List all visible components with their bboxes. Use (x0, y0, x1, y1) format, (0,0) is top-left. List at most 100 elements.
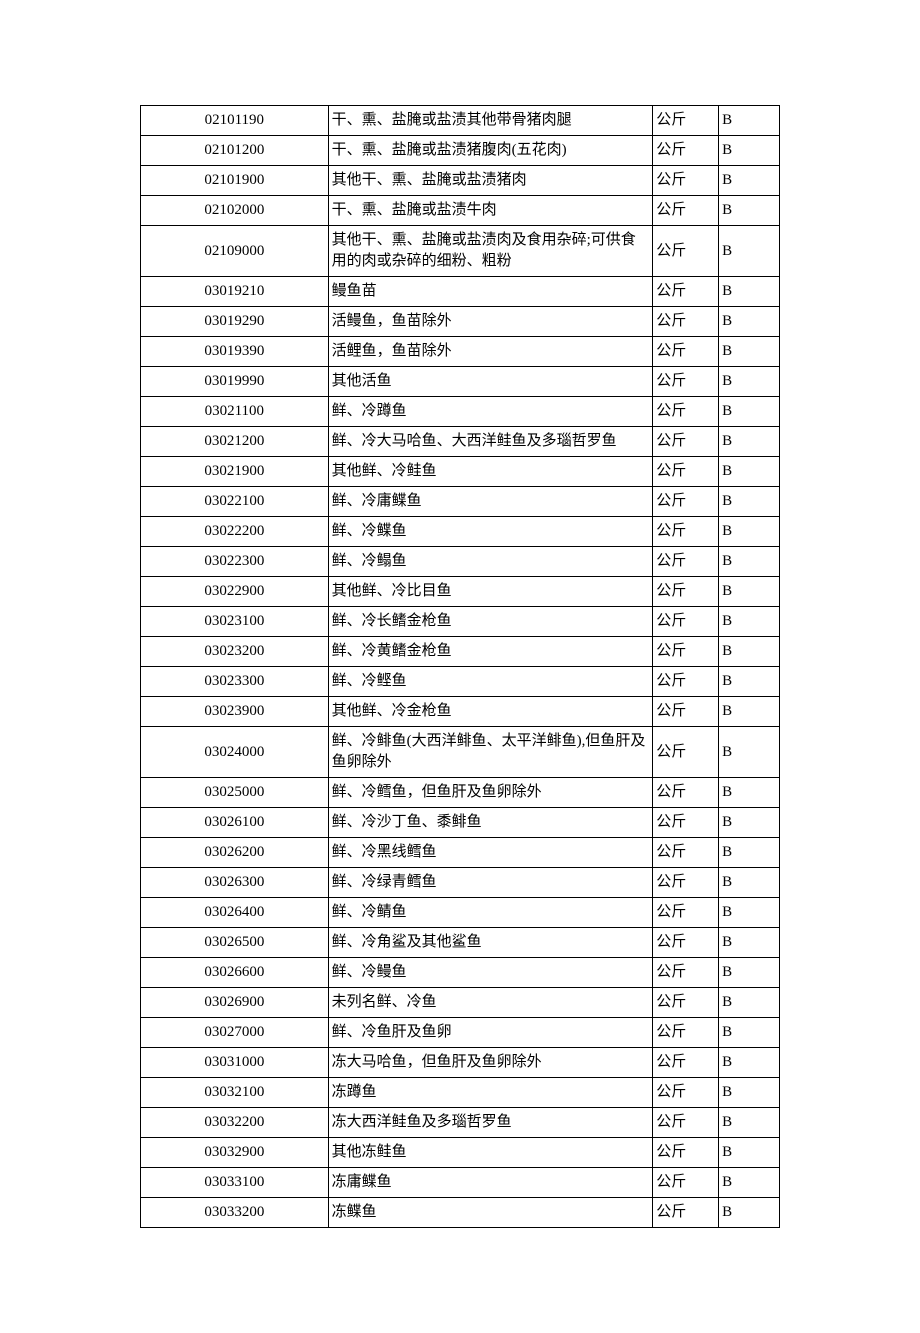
table-row: 03026500鲜、冷角鲨及其他鲨鱼公斤B (141, 928, 780, 958)
table-row: 03019210鳗鱼苗公斤B (141, 277, 780, 307)
cell-unit: 公斤 (653, 487, 719, 517)
cell-category: B (719, 277, 780, 307)
cell-code: 03026300 (141, 868, 329, 898)
cell-code: 03022200 (141, 517, 329, 547)
cell-category: B (719, 607, 780, 637)
cell-description: 冻大西洋鲑鱼及多瑙哲罗鱼 (328, 1108, 653, 1138)
cell-code: 02109000 (141, 226, 329, 277)
cell-category: B (719, 397, 780, 427)
cell-code: 03023100 (141, 607, 329, 637)
cell-unit: 公斤 (653, 868, 719, 898)
cell-code: 03026500 (141, 928, 329, 958)
cell-unit: 公斤 (653, 397, 719, 427)
cell-unit: 公斤 (653, 838, 719, 868)
cell-unit: 公斤 (653, 1048, 719, 1078)
cell-unit: 公斤 (653, 1198, 719, 1228)
cell-description: 冻庸鲽鱼 (328, 1168, 653, 1198)
table-row: 03026600鲜、冷鳗鱼公斤B (141, 958, 780, 988)
cell-description: 鲜、冷鳕鱼，但鱼肝及鱼卵除外 (328, 778, 653, 808)
table-row: 03032200冻大西洋鲑鱼及多瑙哲罗鱼公斤B (141, 1108, 780, 1138)
table-row: 03026400鲜、冷鲭鱼公斤B (141, 898, 780, 928)
table-row: 03031000冻大马哈鱼，但鱼肝及鱼卵除外公斤B (141, 1048, 780, 1078)
cell-category: B (719, 868, 780, 898)
cell-code: 03022900 (141, 577, 329, 607)
cell-code: 03032100 (141, 1078, 329, 1108)
table-row: 03023200鲜、冷黄鳍金枪鱼公斤B (141, 637, 780, 667)
cell-code: 03023200 (141, 637, 329, 667)
table-row: 03022100鲜、冷庸鲽鱼公斤B (141, 487, 780, 517)
cell-description: 鲜、冷鲱鱼(大西洋鲱鱼、太平洋鲱鱼),但鱼肝及鱼卵除外 (328, 727, 653, 778)
cell-category: B (719, 427, 780, 457)
table-row: 03019390活鲤鱼，鱼苗除外公斤B (141, 337, 780, 367)
cell-description: 其他冻鲑鱼 (328, 1138, 653, 1168)
cell-description: 鲜、冷沙丁鱼、黍鲱鱼 (328, 808, 653, 838)
cell-description: 其他鲜、冷比目鱼 (328, 577, 653, 607)
cell-description: 鲜、冷鱼肝及鱼卵 (328, 1018, 653, 1048)
table-row: 03025000鲜、冷鳕鱼，但鱼肝及鱼卵除外公斤B (141, 778, 780, 808)
cell-category: B (719, 577, 780, 607)
cell-unit: 公斤 (653, 1018, 719, 1048)
cell-description: 鲜、冷角鲨及其他鲨鱼 (328, 928, 653, 958)
cell-code: 03021200 (141, 427, 329, 457)
cell-code: 03026100 (141, 808, 329, 838)
cell-description: 鲜、冷鲣鱼 (328, 667, 653, 697)
cell-unit: 公斤 (653, 958, 719, 988)
cell-code: 03026900 (141, 988, 329, 1018)
table-row: 02101190干、熏、盐腌或盐渍其他带骨猪肉腿公斤B (141, 106, 780, 136)
cell-description: 鲜、冷鲭鱼 (328, 898, 653, 928)
cell-description: 干、熏、盐腌或盐渍其他带骨猪肉腿 (328, 106, 653, 136)
cell-unit: 公斤 (653, 136, 719, 166)
cell-code: 03021100 (141, 397, 329, 427)
cell-category: B (719, 367, 780, 397)
cell-category: B (719, 1108, 780, 1138)
cell-code: 03026400 (141, 898, 329, 928)
table-row: 02102000干、熏、盐腌或盐渍牛肉公斤B (141, 196, 780, 226)
cell-code: 03032200 (141, 1108, 329, 1138)
cell-description: 冻蹲鱼 (328, 1078, 653, 1108)
cell-unit: 公斤 (653, 808, 719, 838)
cell-unit: 公斤 (653, 607, 719, 637)
cell-description: 未列名鲜、冷鱼 (328, 988, 653, 1018)
table-row: 03019990其他活鱼公斤B (141, 367, 780, 397)
cell-unit: 公斤 (653, 307, 719, 337)
cell-code: 03033200 (141, 1198, 329, 1228)
table-row: 03033200冻鲽鱼公斤B (141, 1198, 780, 1228)
cell-unit: 公斤 (653, 1168, 719, 1198)
cell-unit: 公斤 (653, 1108, 719, 1138)
cell-code: 02101200 (141, 136, 329, 166)
cell-description: 鲜、冷庸鲽鱼 (328, 487, 653, 517)
table-row: 03026100鲜、冷沙丁鱼、黍鲱鱼公斤B (141, 808, 780, 838)
cell-code: 03019290 (141, 307, 329, 337)
cell-code: 02102000 (141, 196, 329, 226)
table-body: 02101190干、熏、盐腌或盐渍其他带骨猪肉腿公斤B02101200干、熏、盐… (141, 106, 780, 1228)
cell-description: 鲜、冷鳎鱼 (328, 547, 653, 577)
table-row: 03019290活鳗鱼，鱼苗除外公斤B (141, 307, 780, 337)
cell-unit: 公斤 (653, 1078, 719, 1108)
cell-category: B (719, 667, 780, 697)
table-row: 03033100冻庸鲽鱼公斤B (141, 1168, 780, 1198)
cell-description: 其他鲜、冷金枪鱼 (328, 697, 653, 727)
cell-description: 干、熏、盐腌或盐渍猪腹肉(五花肉) (328, 136, 653, 166)
cell-unit: 公斤 (653, 367, 719, 397)
cell-code: 03019390 (141, 337, 329, 367)
cell-description: 干、熏、盐腌或盐渍牛肉 (328, 196, 653, 226)
table-row: 02101900其他干、熏、盐腌或盐渍猪肉公斤B (141, 166, 780, 196)
cell-unit: 公斤 (653, 577, 719, 607)
cell-unit: 公斤 (653, 277, 719, 307)
cell-description: 活鳗鱼，鱼苗除外 (328, 307, 653, 337)
cell-description: 鲜、冷鳗鱼 (328, 958, 653, 988)
cell-category: B (719, 106, 780, 136)
cell-code: 02101900 (141, 166, 329, 196)
cell-unit: 公斤 (653, 988, 719, 1018)
cell-code: 03026200 (141, 838, 329, 868)
table-row: 03023100鲜、冷长鳍金枪鱼公斤B (141, 607, 780, 637)
cell-code: 03019990 (141, 367, 329, 397)
cell-code: 03024000 (141, 727, 329, 778)
cell-unit: 公斤 (653, 697, 719, 727)
cell-unit: 公斤 (653, 667, 719, 697)
table-row: 03027000鲜、冷鱼肝及鱼卵公斤B (141, 1018, 780, 1048)
cell-unit: 公斤 (653, 898, 719, 928)
table-row: 03021900其他鲜、冷鲑鱼公斤B (141, 457, 780, 487)
cell-description: 其他活鱼 (328, 367, 653, 397)
cell-category: B (719, 547, 780, 577)
